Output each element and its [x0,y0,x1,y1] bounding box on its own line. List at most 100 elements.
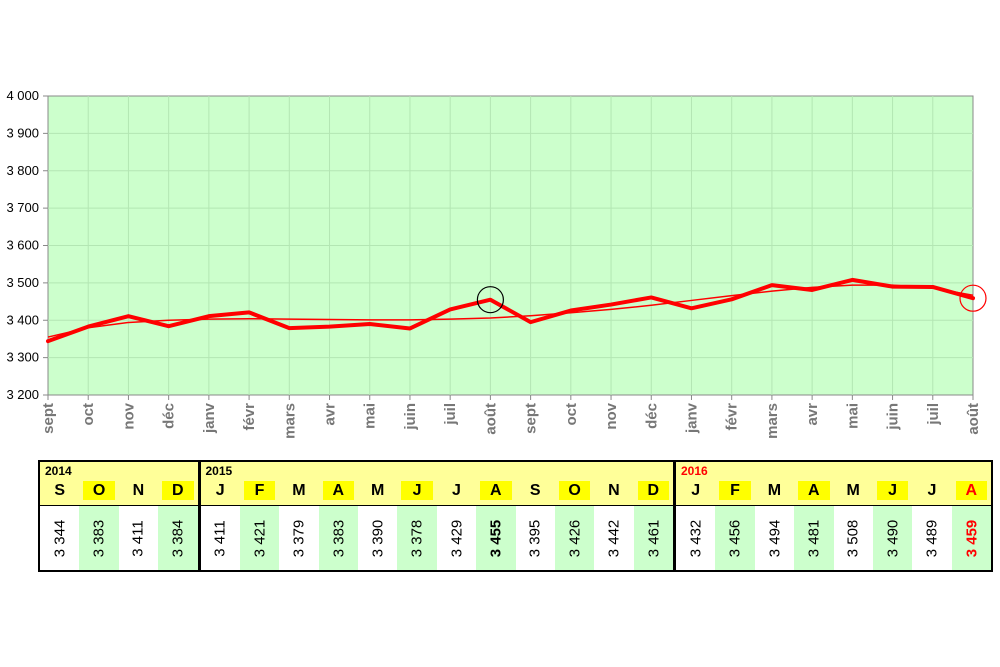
x-tick-label: févr [241,403,258,431]
value-text: 3 494 [765,519,783,557]
month-label: F [243,481,276,500]
value-text: 3 489 [923,519,941,557]
month-header-cell: S [516,481,555,505]
value-cell: 3 344 [40,506,79,570]
month-label: A [955,481,988,500]
month-label: J [215,482,225,499]
value-text: 3 383 [90,519,108,557]
value-text: 3 455 [487,519,505,557]
value-cell: 3 395 [516,506,555,570]
y-tick-label: 3 500 [6,275,39,290]
value-cell: 3 432 [676,506,715,570]
value-text: 3 411 [211,519,229,557]
x-tick-label: avr [804,403,821,426]
month-label: J [876,481,909,500]
month-header-cell: A [794,481,833,505]
x-axis: sept oct nov déc janv févr mars avr mai juin juil a… [40,395,982,439]
month-header-cell: D [158,481,197,505]
highlight-circle [959,284,987,312]
value-text: 3 378 [408,519,426,557]
month-label: J [451,482,461,499]
value-cell: 3 461 [633,506,673,570]
month-header-cell: J [437,481,476,505]
month-header-cell: O [79,481,118,505]
month-label: N [132,482,145,499]
value-cell: 3 378 [397,506,437,570]
x-tick-label: avr [322,403,339,426]
month-header-cell: J [397,481,436,505]
month-label: S [529,482,541,499]
month-label: D [637,481,670,500]
month-header-cell: D [634,481,673,505]
value-cell: 3 383 [79,506,119,570]
value-cell: 3 379 [279,506,318,570]
month-header-cell: O [555,481,594,505]
x-tick-label: juin [402,403,419,431]
month-label: O [83,481,115,500]
month-label: J [927,482,937,499]
month-header-cell: F [240,481,279,505]
series-group [46,277,975,344]
y-tick-label: 3 700 [6,200,39,215]
x-tick-label: oct [563,403,580,426]
y-tick-label: 3 600 [6,238,39,253]
y-tick-label: 3 400 [6,312,39,327]
line-chart: 3 200 3 300 3 400 3 500 3 600 3 700 3 800 3 900… [6,88,987,439]
month-label: A [798,481,830,500]
value-cell: 3 508 [834,506,873,570]
month-header-cell: N [119,481,158,505]
month-header-cell: M [834,481,873,505]
month-header-cell: J [873,481,912,505]
month-header-cell: J [676,481,715,505]
x-tick-label: mars [764,403,781,439]
x-tick-label: mai [844,403,861,429]
value-cell: 3 455 [476,506,516,570]
value-text: 3 421 [251,519,269,557]
month-header-cell: J [201,481,240,505]
month-header-cell: M [755,481,794,505]
y-tick-label: 3 900 [6,125,39,140]
y-tick-label: 3 200 [6,387,39,402]
value-row: 3 432 3 456 3 494 3 481 3 508 3 490 3 489 3 459 [676,506,991,570]
value-text: 3 390 [369,519,387,557]
gridlines [48,96,973,395]
value-cell: 3 426 [554,506,595,570]
x-tick-label: mars [281,403,298,439]
month-header-cell: S [40,481,79,505]
value-text: 3 508 [844,519,862,557]
value-cell: 3 481 [794,506,834,570]
value-cell: 3 411 [201,506,240,570]
value-cell: 3 383 [318,506,358,570]
value-cell: 3 411 [119,506,158,570]
highlight-circle [476,286,504,314]
value-text: 3 456 [726,519,744,557]
value-text: 3 442 [605,519,623,557]
x-tick-label: juil [925,403,942,426]
x-tick-label: févr [724,403,741,431]
year-label: 2016 [681,464,708,478]
value-cell: 3 456 [715,506,755,570]
month-label: A [322,481,355,500]
value-text: 3 344 [51,519,69,557]
x-tick-label: juin [885,403,902,431]
month-label: M [371,482,385,499]
x-tick-label: nov [603,402,620,429]
x-tick-label: sept [40,403,57,434]
y-tick-label: 3 800 [6,163,39,178]
value-text: 3 432 [687,519,705,557]
value-text: 3 379 [290,519,308,557]
month-header-cell: A [319,481,358,505]
month-header-cell: M [279,481,318,505]
value-text: 3 481 [805,519,823,557]
value-text: 3 384 [169,519,187,557]
y-axis: 3 200 3 300 3 400 3 500 3 600 3 700 3 800 3 900… [6,88,48,402]
month-header-cell: A [476,481,515,505]
